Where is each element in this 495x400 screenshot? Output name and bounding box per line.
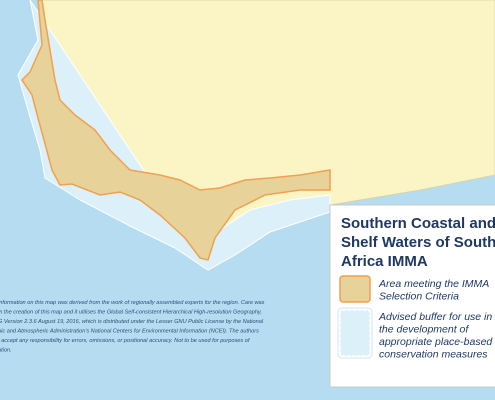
disclaimer-line: in the creation of this map and it utili… xyxy=(0,310,262,316)
legend-swatch-imma xyxy=(339,275,371,303)
disclaimer-line: G Version 2.3.6 August 19, 2016, which i… xyxy=(0,319,264,325)
legend-item-label: Selection Criteria xyxy=(379,291,459,303)
legend-item-label: appropriate place-based xyxy=(379,336,493,348)
disclaimer-line: ation. xyxy=(0,348,12,354)
legend-item-label: Area meeting the IMMA xyxy=(378,278,489,290)
legend-item-label: the development of xyxy=(379,324,469,336)
legend-swatch-buffer-outline xyxy=(337,307,373,359)
legend-text: Southern Coastal and Shelf Waters of Sout… xyxy=(341,215,495,361)
disclaimer: information on this map was derived from… xyxy=(0,300,265,354)
disclaimer-line: t accept any responsibility for errors, … xyxy=(0,338,251,344)
legend-title-line: Southern Coastal and xyxy=(341,215,495,232)
disclaimer-line: information on this map was derived from… xyxy=(0,300,265,306)
legend-swatch-buffer xyxy=(339,309,371,357)
legend-title-line: Africa IMMA xyxy=(341,253,428,270)
legend: Southern Coastal and Shelf Waters of Sout… xyxy=(329,204,495,388)
buffer-zone xyxy=(17,0,331,271)
legend-title-line: Shelf Waters of South xyxy=(341,234,495,251)
legend-item-label: conservation measures xyxy=(379,349,488,361)
disclaimer-line: nic and Atmospheric Administration's Nat… xyxy=(0,329,259,335)
imma-area xyxy=(21,0,331,261)
legend-item-label: Advised buffer for use in xyxy=(378,311,492,323)
